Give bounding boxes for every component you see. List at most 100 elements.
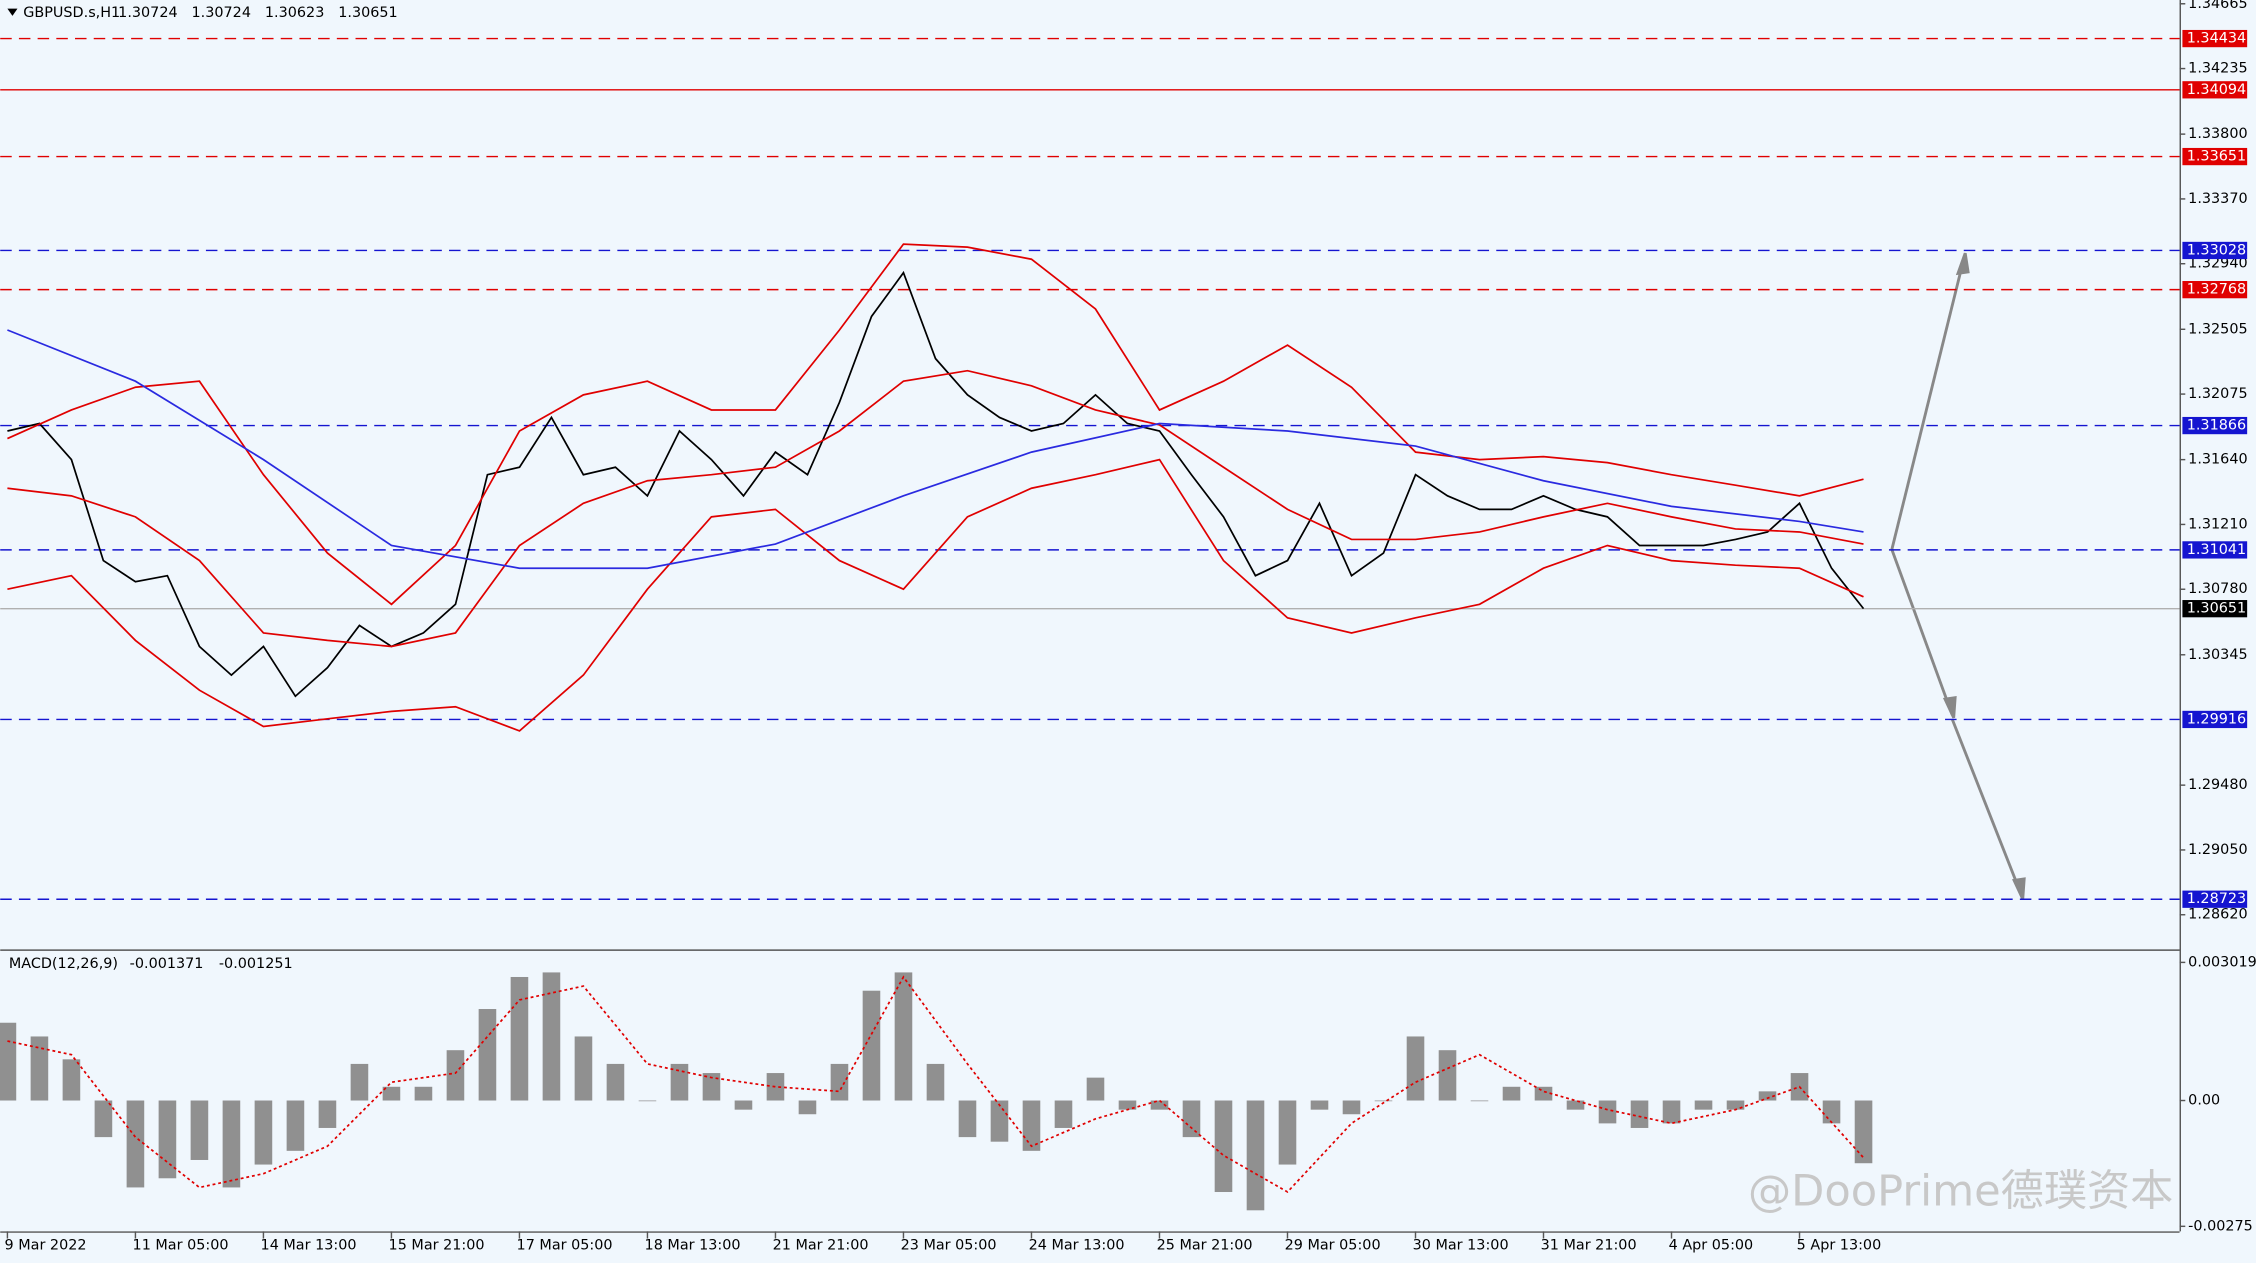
histogram-bar bbox=[1726, 1100, 1745, 1110]
histogram-bar bbox=[0, 1022, 17, 1101]
histogram-bar bbox=[1694, 1100, 1713, 1110]
level-label: 1.32768 bbox=[2187, 282, 2246, 298]
series-line bbox=[7, 243, 1864, 606]
histogram-bar bbox=[446, 1050, 465, 1101]
histogram-bar bbox=[1438, 1050, 1457, 1101]
ohlc-value: 1.30724 bbox=[192, 5, 251, 21]
histogram-bar bbox=[542, 972, 561, 1101]
level-label: 1.34434 bbox=[2187, 31, 2246, 47]
level-label-box bbox=[2182, 541, 2248, 559]
histogram-bar bbox=[1182, 1100, 1201, 1138]
y-tick-label: 1.33800 bbox=[2188, 126, 2247, 142]
y-tick-label: 1.32940 bbox=[2188, 256, 2247, 272]
histogram-bar bbox=[958, 1100, 977, 1138]
histogram-bar bbox=[734, 1100, 753, 1110]
histogram-bar bbox=[1022, 1100, 1041, 1151]
histogram-bar bbox=[286, 1100, 305, 1151]
x-tick-label: 4 Apr 05:00 bbox=[1669, 1238, 1754, 1254]
level-label: 1.30651 bbox=[2187, 601, 2246, 617]
histogram-bar bbox=[158, 1100, 177, 1179]
x-tick-label: 23 Mar 05:00 bbox=[901, 1238, 997, 1254]
level-label-box bbox=[2182, 416, 2248, 435]
level-label-box bbox=[2182, 241, 2248, 260]
level-label-box bbox=[2182, 281, 2248, 299]
histogram-bar bbox=[1278, 1100, 1297, 1165]
histogram-bar bbox=[702, 1073, 721, 1101]
histogram-bar bbox=[94, 1100, 113, 1138]
level-label: 1.33028 bbox=[2187, 242, 2246, 258]
level-label: 1.34094 bbox=[2187, 82, 2246, 98]
histogram-bar bbox=[318, 1100, 337, 1128]
y-tick-label: 1.29480 bbox=[2188, 777, 2247, 793]
macd-title: MACD(12,26,9) bbox=[9, 956, 118, 972]
histogram-bar bbox=[1310, 1100, 1329, 1110]
histogram-bar bbox=[254, 1100, 273, 1165]
histogram-bar bbox=[1214, 1100, 1233, 1193]
histogram-bar bbox=[1118, 1100, 1137, 1110]
y-tick-label: 1.34235 bbox=[2188, 61, 2247, 77]
macd-value: -0.001371 bbox=[130, 956, 204, 972]
y-tick-label: -0.00275 bbox=[2188, 1218, 2253, 1234]
ohlc-value: 1.30651 bbox=[338, 5, 397, 21]
x-tick-label: 5 Apr 13:00 bbox=[1797, 1238, 1882, 1254]
title-icon bbox=[7, 8, 18, 16]
level-label-box bbox=[2182, 710, 2248, 729]
y-tick-label: 1.32505 bbox=[2188, 321, 2247, 337]
y-tick-label: 1.29050 bbox=[2188, 842, 2247, 858]
level-label: 1.28723 bbox=[2187, 891, 2246, 907]
histogram-bar bbox=[1758, 1091, 1777, 1101]
histogram-bar bbox=[1822, 1100, 1841, 1124]
x-tick-label: 9 Mar 2022 bbox=[5, 1238, 87, 1254]
ohlc-value: 1.30724 bbox=[118, 5, 177, 21]
x-tick-label: 31 Mar 21:00 bbox=[1541, 1238, 1637, 1254]
watermark: @DooPrime德璞资本 bbox=[1748, 1166, 2173, 1216]
histogram-bar bbox=[830, 1063, 849, 1101]
y-tick-label: 1.30780 bbox=[2188, 581, 2247, 597]
histogram-bar bbox=[1406, 1036, 1425, 1101]
level-label: 1.29916 bbox=[2187, 711, 2246, 727]
histogram-bar bbox=[190, 1100, 209, 1160]
histogram-bar bbox=[30, 1036, 49, 1101]
x-tick-label: 17 Mar 05:00 bbox=[517, 1238, 613, 1254]
x-tick-label: 29 Mar 05:00 bbox=[1285, 1238, 1381, 1254]
y-tick-label: 1.28620 bbox=[2188, 907, 2247, 923]
x-tick-label: 18 Mar 13:00 bbox=[645, 1238, 741, 1254]
y-tick-label: 0.00 bbox=[2188, 1093, 2220, 1109]
histogram-bar bbox=[606, 1063, 625, 1101]
histogram-bar bbox=[62, 1059, 81, 1101]
histogram-bar bbox=[1342, 1100, 1361, 1115]
histogram-bar bbox=[1374, 1100, 1393, 1102]
histogram-bar bbox=[638, 1100, 657, 1102]
histogram-bar bbox=[798, 1100, 817, 1115]
ohlc-value: 1.30623 bbox=[265, 5, 324, 21]
histogram-bar bbox=[1086, 1077, 1105, 1101]
y-tick-label: 1.31210 bbox=[2188, 516, 2247, 532]
histogram-bar bbox=[1470, 1100, 1489, 1102]
series-line bbox=[7, 329, 1864, 570]
y-tick-label: 1.34665 bbox=[2188, 0, 2247, 12]
histogram-bar bbox=[126, 1100, 145, 1188]
histogram-bar bbox=[670, 1063, 689, 1101]
series-line bbox=[7, 369, 1864, 648]
y-tick-label: 1.33370 bbox=[2188, 191, 2247, 207]
x-tick-label: 30 Mar 13:00 bbox=[1413, 1238, 1509, 1254]
histogram-bar bbox=[382, 1086, 401, 1101]
level-label-box bbox=[2182, 600, 2248, 618]
projection-arrows bbox=[1890, 252, 2026, 900]
macd-signal-value: -0.001251 bbox=[219, 956, 293, 972]
histogram-bar bbox=[926, 1063, 945, 1101]
level-label-box bbox=[2182, 81, 2248, 99]
histogram-bar bbox=[1566, 1100, 1585, 1110]
histogram-bar bbox=[350, 1063, 369, 1101]
x-tick-label: 11 Mar 05:00 bbox=[133, 1238, 229, 1254]
histogram-bar bbox=[414, 1086, 433, 1101]
symbol-title: GBPUSD.s,H1 bbox=[23, 5, 120, 21]
level-label-box bbox=[2182, 890, 2248, 908]
y-tick-label: 1.30345 bbox=[2188, 647, 2247, 663]
level-label-box bbox=[2182, 147, 2248, 166]
x-tick-label: 25 Mar 21:00 bbox=[1157, 1238, 1253, 1254]
histogram-bar bbox=[478, 1009, 497, 1101]
series-line bbox=[7, 458, 1864, 732]
